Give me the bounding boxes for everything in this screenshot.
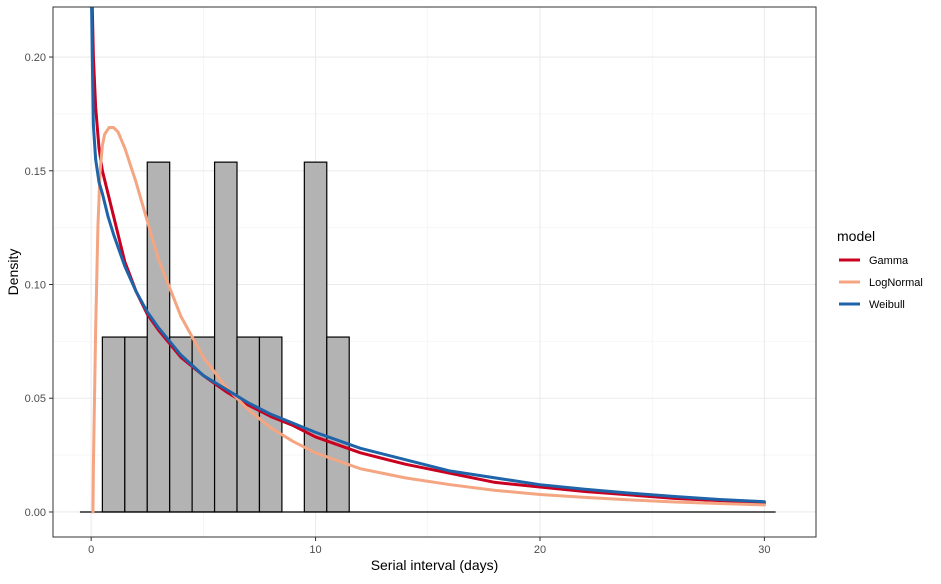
- y-tick-label: 0.00: [25, 507, 46, 519]
- y-axis: 0.00 0.05 0.10 0.15 0.20: [25, 52, 53, 519]
- y-tick-label: 0.20: [25, 52, 46, 64]
- histogram-bar: [236, 336, 261, 513]
- x-axis-title: Serial interval (days): [371, 557, 499, 573]
- legend-label-weibull: Weibull: [869, 299, 905, 311]
- density-curves: [89, 7, 766, 514]
- y-tick-label: 0.10: [25, 280, 46, 292]
- x-axis: 0 10 20 30: [88, 537, 771, 556]
- density-curve-lognormal: [91, 126, 766, 514]
- x-tick-label: 30: [758, 544, 770, 556]
- histogram-bar: [303, 161, 328, 513]
- histogram-bar: [213, 161, 238, 513]
- histogram-bars: [101, 161, 350, 513]
- histogram-bar: [258, 336, 283, 513]
- legend-title: model: [837, 228, 875, 244]
- histogram-bar: [326, 336, 350, 513]
- histogram-bar: [124, 336, 148, 513]
- legend: model Gamma LogNormal Weibull: [837, 228, 923, 311]
- x-tick-label: 10: [309, 544, 321, 556]
- legend-label-lognormal: LogNormal: [869, 277, 923, 289]
- x-tick-label: 0: [88, 544, 94, 556]
- plot-border: [52, 6, 817, 538]
- legend-label-gamma: Gamma: [869, 255, 909, 267]
- histogram-bar: [101, 336, 126, 513]
- density-curve-weibull: [89, 7, 766, 504]
- grid-major: [53, 7, 816, 537]
- y-tick-label: 0.05: [25, 393, 46, 405]
- y-tick-label: 0.15: [25, 166, 46, 178]
- histogram-bar: [191, 336, 216, 513]
- y-axis-title: Density: [5, 249, 21, 296]
- x-tick-label: 20: [534, 544, 546, 556]
